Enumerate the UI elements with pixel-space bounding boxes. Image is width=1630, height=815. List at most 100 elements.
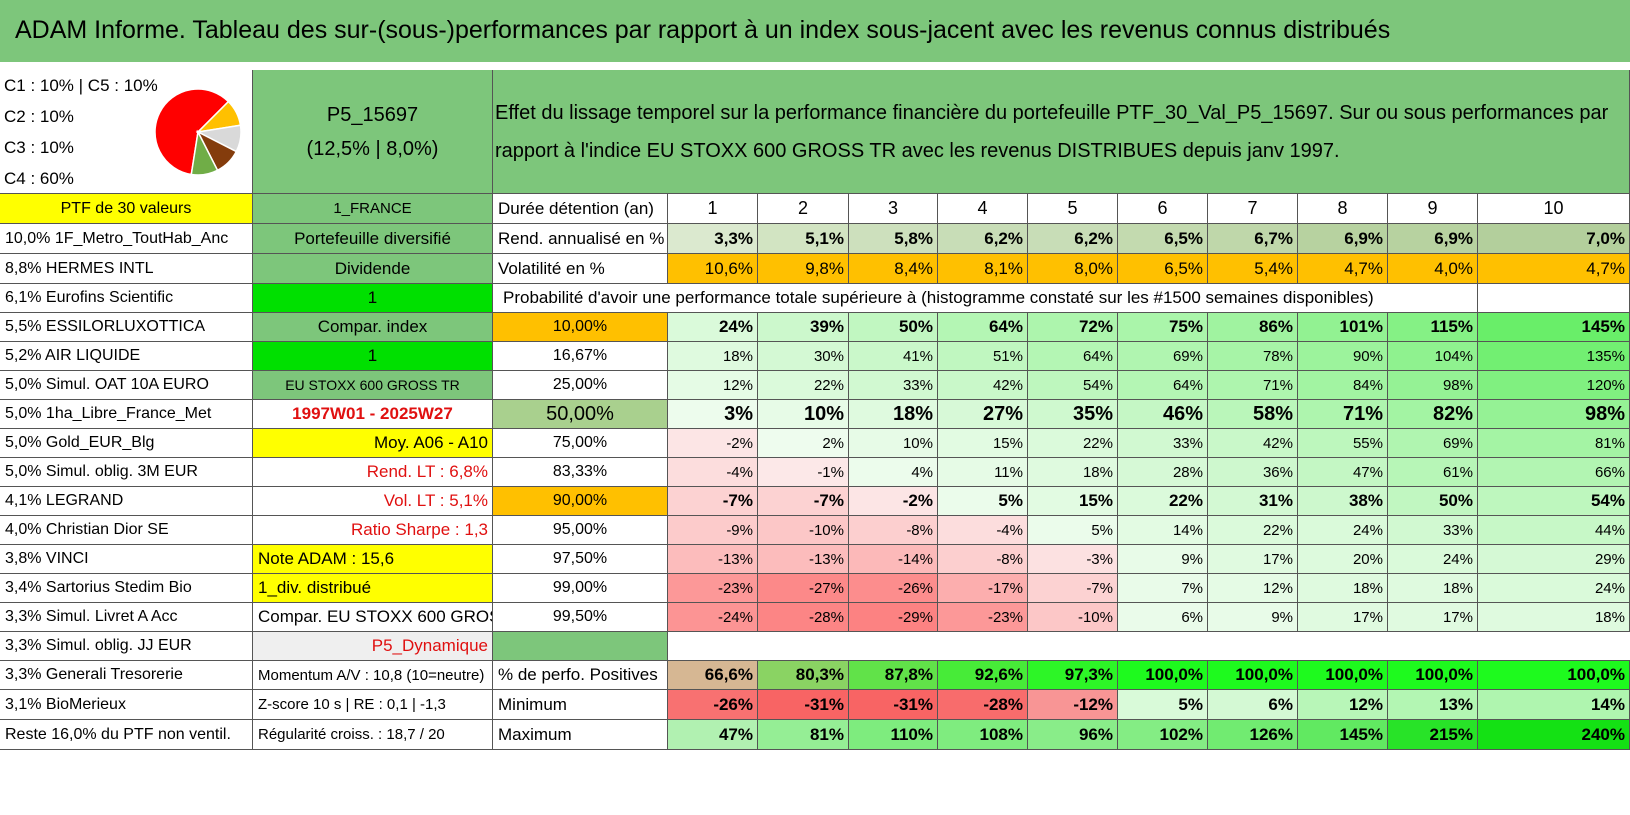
prob-value: -17% bbox=[938, 574, 1028, 603]
holding-row: Reste 16,0% du PTF non ventil. bbox=[0, 720, 253, 750]
max-value: 240% bbox=[1478, 720, 1630, 750]
prob-value: 42% bbox=[938, 371, 1028, 400]
prob-value: 71% bbox=[1208, 371, 1298, 400]
prob-value: 50% bbox=[1388, 487, 1478, 516]
prob-threshold: 99,00% bbox=[493, 574, 668, 603]
prob-threshold: 75,00% bbox=[493, 429, 668, 458]
holding-row: 3,3% Generali Tresorerie bbox=[0, 661, 253, 690]
prob-threshold: 50,00% bbox=[493, 400, 668, 429]
rend-value: 6,2% bbox=[938, 224, 1028, 254]
info-cell: Note ADAM : 15,6 bbox=[253, 545, 493, 574]
prob-value: 12% bbox=[1208, 574, 1298, 603]
max-label: Maximum bbox=[493, 720, 668, 750]
year-header: 4 bbox=[938, 194, 1028, 224]
legend-line: C4 : 60% bbox=[4, 169, 74, 188]
prob-value: 101% bbox=[1298, 313, 1388, 342]
year-header: 5 bbox=[1028, 194, 1118, 224]
prob-value: -7% bbox=[758, 487, 849, 516]
pos-value: 100,0% bbox=[1208, 661, 1298, 690]
info-cell: Z-score 10 s | RE : 0,1 | -1,3 bbox=[253, 690, 493, 720]
prob-value: -4% bbox=[938, 516, 1028, 545]
prob-value: -3% bbox=[1028, 545, 1118, 574]
prob-value: 10% bbox=[758, 400, 849, 429]
prob-value: 69% bbox=[1388, 429, 1478, 458]
prob-value: 18% bbox=[1478, 603, 1630, 632]
prob-value: 71% bbox=[1298, 400, 1388, 429]
prob-value: 51% bbox=[938, 342, 1028, 371]
holding-row: 5,0% Simul. OAT 10A EURO bbox=[0, 371, 253, 400]
min-value: -28% bbox=[938, 690, 1028, 720]
info-cell: Régularité croiss. : 18,7 / 20 bbox=[253, 720, 493, 750]
min-value: -31% bbox=[849, 690, 938, 720]
max-value: 126% bbox=[1208, 720, 1298, 750]
max-value: 108% bbox=[938, 720, 1028, 750]
prob-threshold: 25,00% bbox=[493, 371, 668, 400]
prob-value: -28% bbox=[758, 603, 849, 632]
prob-value: 20% bbox=[1298, 545, 1388, 574]
title-separator bbox=[0, 62, 1630, 70]
holding-row: 5,0% Gold_EUR_Blg bbox=[0, 429, 253, 458]
info-cell: Ratio Sharpe : 1,3 bbox=[253, 516, 493, 545]
max-value: 215% bbox=[1388, 720, 1478, 750]
vol-value: 6,5% bbox=[1118, 254, 1208, 284]
min-label: Minimum bbox=[493, 690, 668, 720]
prob-value: 6% bbox=[1118, 603, 1208, 632]
legend-line: C3 : 10% bbox=[4, 138, 74, 157]
prob-value: 24% bbox=[1478, 574, 1630, 603]
empty-green-cell bbox=[493, 632, 668, 661]
prob-value: 98% bbox=[1388, 371, 1478, 400]
holding-row: 5,5% ESSILORLUXOTTICA bbox=[0, 313, 253, 342]
rend-value: 5,1% bbox=[758, 224, 849, 254]
prob-value: 54% bbox=[1478, 487, 1630, 516]
info-cell: 1997W01 - 2025W27 bbox=[253, 400, 493, 429]
prob-value: 5% bbox=[1028, 516, 1118, 545]
pos-value: 87,8% bbox=[849, 661, 938, 690]
vol-value: 8,0% bbox=[1028, 254, 1118, 284]
prob-value: 50% bbox=[849, 313, 938, 342]
info-cell: EU STOXX 600 GROSS TR bbox=[253, 371, 493, 400]
rend-value: 6,2% bbox=[1028, 224, 1118, 254]
rend-value: 6,9% bbox=[1388, 224, 1478, 254]
min-value: -26% bbox=[668, 690, 758, 720]
empty-cell bbox=[1478, 284, 1630, 313]
prob-value: -23% bbox=[938, 603, 1028, 632]
prob-value: 145% bbox=[1478, 313, 1630, 342]
holding-row: 4,0% Christian Dior SE bbox=[0, 516, 253, 545]
prob-value: 98% bbox=[1478, 400, 1630, 429]
prob-value: -23% bbox=[668, 574, 758, 603]
holdings-header: PTF de 30 valeurs bbox=[0, 194, 253, 224]
pos-value: 100,0% bbox=[1388, 661, 1478, 690]
info-cell: Compar. index bbox=[253, 313, 493, 342]
holding-row: 6,1% Eurofins Scientific bbox=[0, 284, 253, 313]
vol-value: 10,6% bbox=[668, 254, 758, 284]
prob-value: 46% bbox=[1118, 400, 1208, 429]
holding-row: 10,0% 1F_Metro_ToutHab_Anc bbox=[0, 224, 253, 254]
prob-value: -13% bbox=[758, 545, 849, 574]
prob-value: 28% bbox=[1118, 458, 1208, 487]
max-value: 96% bbox=[1028, 720, 1118, 750]
info-cell: Moy. A06 - A10 bbox=[253, 429, 493, 458]
prob-value: 75% bbox=[1118, 313, 1208, 342]
prob-value: 24% bbox=[1388, 545, 1478, 574]
prob-value: -7% bbox=[1028, 574, 1118, 603]
portfolio-id-cell: P5_15697 (12,5% | 8,0%) bbox=[253, 70, 493, 194]
prob-value: 69% bbox=[1118, 342, 1208, 371]
holding-row: 3,3% Simul. Livret A Acc bbox=[0, 603, 253, 632]
prob-value: 30% bbox=[758, 342, 849, 371]
report-title-bar: ADAM Informe. Tableau des sur-(sous-)per… bbox=[0, 0, 1630, 62]
prob-value: -10% bbox=[1028, 603, 1118, 632]
prob-value: 22% bbox=[1118, 487, 1208, 516]
holding-row: 3,8% VINCI bbox=[0, 545, 253, 574]
holding-row: 3,4% Sartorius Stedim Bio bbox=[0, 574, 253, 603]
year-header: 6 bbox=[1118, 194, 1208, 224]
vol-value: 4,7% bbox=[1478, 254, 1630, 284]
prob-value: 18% bbox=[1028, 458, 1118, 487]
prob-value: 24% bbox=[668, 313, 758, 342]
rend-value: 6,7% bbox=[1208, 224, 1298, 254]
report-title: ADAM Informe. Tableau des sur-(sous-)per… bbox=[15, 16, 1391, 44]
vol-value: 4,0% bbox=[1388, 254, 1478, 284]
prob-value: 22% bbox=[1028, 429, 1118, 458]
allocation-pie-chart bbox=[155, 88, 242, 176]
prob-value: 78% bbox=[1208, 342, 1298, 371]
country-cell: 1_FRANCE bbox=[253, 194, 493, 224]
